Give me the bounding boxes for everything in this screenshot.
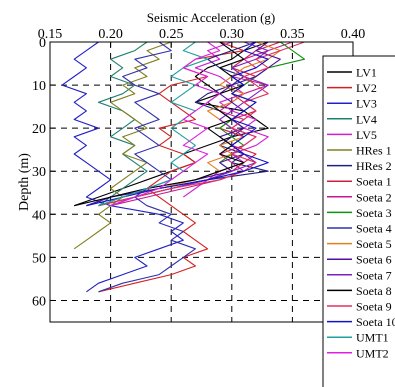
x-tick-label: 0.40 <box>341 27 366 42</box>
series-line-1 <box>74 41 269 207</box>
y-tick-label: 40 <box>32 208 46 223</box>
legend-label: HRes 1 <box>356 144 392 158</box>
y-tick-label: 0 <box>39 36 46 51</box>
series-line-2 <box>98 41 245 293</box>
legend-label: Soeta 1 <box>356 175 392 189</box>
legend-label: Soeta 8 <box>356 284 392 298</box>
y-tick-label: 30 <box>32 165 46 180</box>
series-layer <box>61 41 306 293</box>
x-axis-label: Seismic Acceleration (g) <box>147 10 276 25</box>
legend-label: Soeta 9 <box>356 300 392 314</box>
x-tick-label: 0.30 <box>220 27 245 42</box>
legend-box <box>322 55 395 387</box>
legend-label: Soeta 3 <box>356 206 392 220</box>
series-line-16 <box>98 41 305 207</box>
legend-label: HRes 2 <box>356 159 392 173</box>
series-line-4 <box>97 41 148 207</box>
legend-label: LV1 <box>356 66 377 80</box>
series-line-6 <box>73 41 172 250</box>
axes: 0.15 0.20 0.25 0.30 0.35 0.40 0 10 20 30 40 50 60 <box>32 27 365 309</box>
legend-label: UMT1 <box>356 331 389 345</box>
legend-label: Soeta 10 <box>356 315 395 329</box>
legend-label: Soeta 4 <box>356 222 392 236</box>
legend-label: LV2 <box>356 81 377 95</box>
legend-label: Soeta 5 <box>356 237 392 251</box>
legend-label: Soeta 7 <box>356 268 392 282</box>
series-line-13 <box>86 41 281 207</box>
legend-label: Soeta 2 <box>356 190 392 204</box>
x-tick-label: 0.15 <box>38 27 63 42</box>
legend-label: LV4 <box>356 112 377 126</box>
y-tick-label: 10 <box>32 79 46 94</box>
x-tick-label: 0.35 <box>280 27 305 42</box>
series-line-3 <box>61 41 184 293</box>
legend-label: Soeta 6 <box>356 253 392 267</box>
legend-label: LV5 <box>356 128 377 142</box>
legend-label: UMT2 <box>356 346 389 360</box>
x-tick-label: 0.20 <box>98 27 123 42</box>
y-tick-label: 20 <box>32 122 46 137</box>
grid <box>50 42 353 322</box>
series-line-15 <box>74 41 245 207</box>
series-line-17 <box>86 41 269 207</box>
legend-label: LV3 <box>356 97 377 111</box>
y-tick-label: 60 <box>32 294 46 309</box>
x-tick-label: 0.25 <box>159 27 184 42</box>
series-line-19 <box>110 41 221 207</box>
plot-frame <box>49 41 354 323</box>
series-line-11 <box>98 41 196 293</box>
y-tick-label: 50 <box>32 251 46 266</box>
y-axis-label: Depth (m) <box>17 153 32 211</box>
